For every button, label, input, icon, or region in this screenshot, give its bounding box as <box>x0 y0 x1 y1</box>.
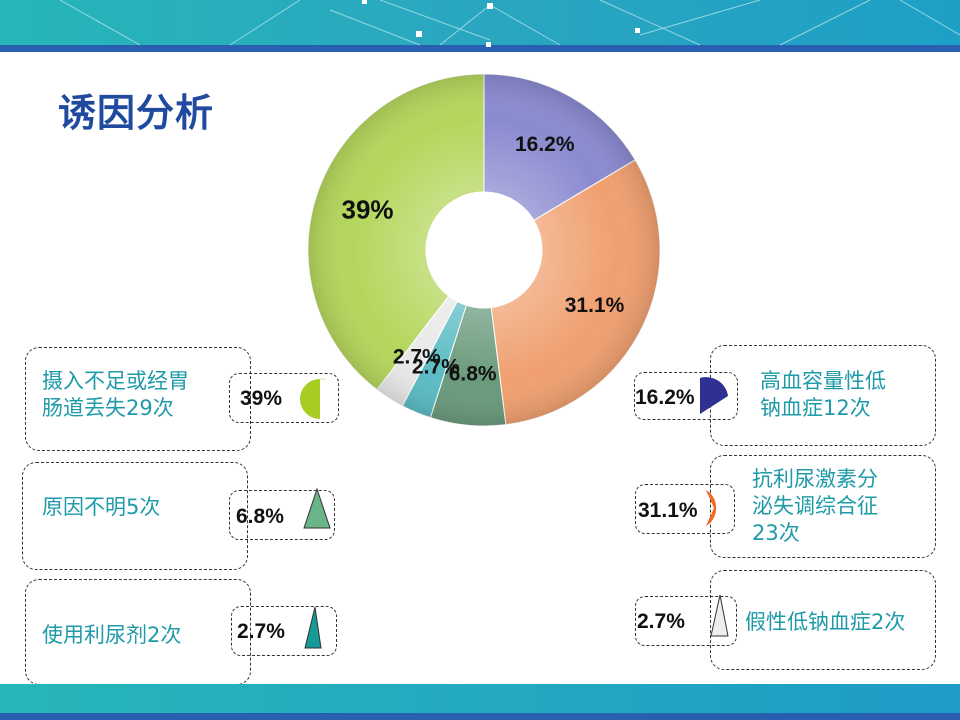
legend-text-hypervolemic: 高血容量性低 钠血症12次 <box>760 369 886 420</box>
legend-pct-box-diuretic <box>231 606 337 656</box>
legend-pct-siadh: 31.1% <box>638 499 698 522</box>
green-pie-icon <box>300 378 326 420</box>
donut-slice-label-2: 6.8% <box>449 362 497 385</box>
legend-text-diuretic: 使用利尿剂2次 <box>42 623 182 647</box>
teal-triangle-icon <box>304 606 322 649</box>
bottom-banner <box>0 684 960 720</box>
legend-pct-pseudo: 2.7% <box>637 610 685 633</box>
legend-pct-diuretic: 2.7% <box>237 620 285 643</box>
legend-pct-unknown: 6.8% <box>236 505 284 528</box>
legend-box-unknown <box>22 462 248 570</box>
white-triangle-icon <box>710 594 729 637</box>
legend-pct-box-pseudo <box>635 596 737 646</box>
legend-box-siadh <box>710 455 936 558</box>
legend-text-pseudo: 假性低钠血症2次 <box>745 610 906 634</box>
page-title: 诱因分析 <box>58 91 215 135</box>
legend-box-intake-loss <box>25 347 251 451</box>
donut-slice-label-5: 39% <box>341 195 393 225</box>
legend-text-unknown: 原因不明5次 <box>42 495 161 519</box>
donut-hole <box>426 192 542 308</box>
donut-slice-label-1: 31.1% <box>565 294 625 317</box>
legend-text-siadh: 抗利尿激素分 泌失调综合征 23次 <box>752 467 878 545</box>
legend-pct-intake-loss: 39% <box>240 387 283 410</box>
blue-pie-icon <box>700 377 728 414</box>
donut-slice-label-4: 2.7% <box>393 345 441 368</box>
legend-pct-box-siadh <box>635 484 735 534</box>
orange-pie-icon <box>706 490 717 526</box>
legend-pct-box-unknown <box>229 490 335 540</box>
donut-slice-label-3: 2.7% <box>412 355 460 378</box>
green-triangle-icon <box>303 488 331 529</box>
legend-pct-hypervolemic: 16.2% <box>635 386 695 409</box>
donut-slice-label-0: 16.2% <box>515 133 575 156</box>
legend-box-pseudo <box>710 570 936 670</box>
legend-pct-box-intake-loss <box>229 373 339 423</box>
legend-text-intake-loss: 摄入不足或经胃 肠道丢失29次 <box>42 369 189 420</box>
legend-pct-box-hypervolemic <box>634 372 738 420</box>
top-banner <box>0 0 960 52</box>
